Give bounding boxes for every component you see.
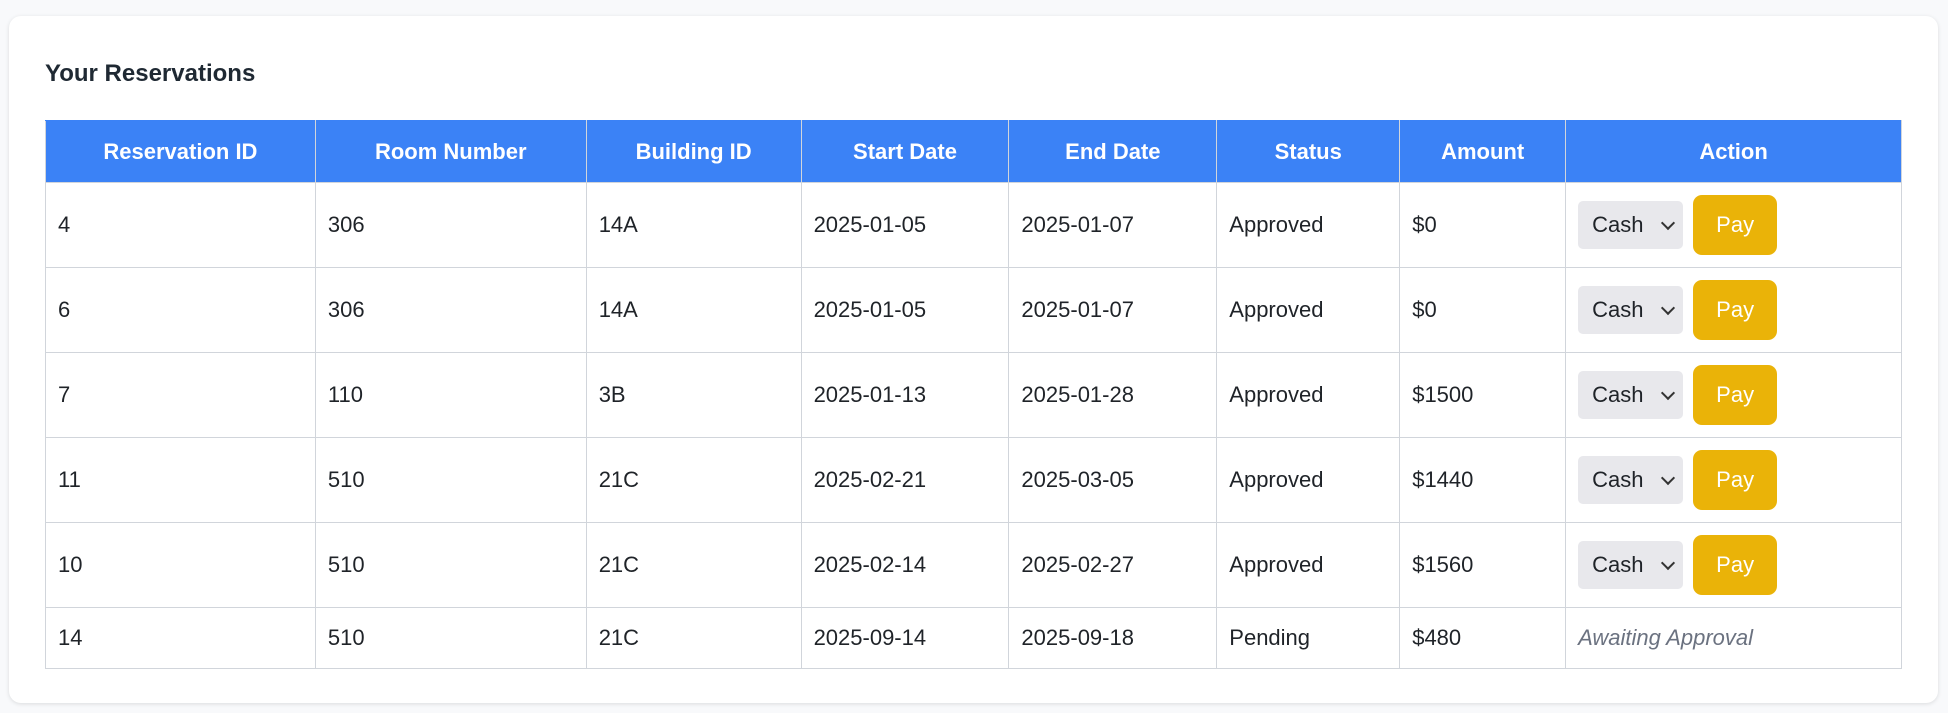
chevron-down-icon — [1661, 215, 1676, 230]
chevron-down-icon — [1661, 385, 1676, 400]
end-date-cell: 2025-01-07 — [1008, 267, 1218, 353]
action-cell: Cash Pay — [1565, 267, 1902, 353]
status-cell: Approved — [1216, 437, 1401, 523]
table-row: 10 510 21C 2025-02-14 2025-02-27 Approved $156… — [45, 522, 1902, 608]
status-cell: Approved — [1216, 352, 1401, 438]
amount-cell: $480 — [1399, 607, 1567, 669]
building-id-cell: 21C — [585, 522, 802, 608]
payment-method-select[interactable]: Cash — [1578, 201, 1684, 249]
status-cell: Approved — [1216, 182, 1401, 268]
payment-method-select[interactable]: Cash — [1578, 456, 1684, 504]
reservation-id-cell: 6 — [45, 267, 316, 353]
reservations-table: Reservation ID Room Number Building ID Star… — [45, 120, 1902, 669]
chevron-down-icon — [1661, 555, 1676, 570]
chevron-down-icon — [1661, 300, 1676, 315]
action-cell: Cash Pay — [1565, 522, 1902, 608]
chevron-down-icon — [1661, 470, 1676, 485]
room-number-cell: 306 — [314, 182, 587, 268]
pay-button[interactable]: Pay — [1693, 280, 1778, 340]
start-date-cell: 2025-01-05 — [800, 182, 1010, 268]
payment-method-value: Cash — [1592, 297, 1644, 322]
status-cell: Pending — [1216, 607, 1401, 669]
table-header-row: Reservation ID Room Number Building ID Star… — [45, 120, 1902, 183]
column-header: Amount — [1399, 120, 1567, 183]
room-number-cell: 510 — [314, 607, 587, 669]
end-date-cell: 2025-02-27 — [1008, 522, 1218, 608]
column-header: Room Number — [314, 120, 587, 183]
payment-method-select[interactable]: Cash — [1578, 286, 1684, 334]
amount-cell: $1560 — [1399, 522, 1567, 608]
building-id-cell: 14A — [585, 182, 802, 268]
start-date-cell: 2025-02-21 — [800, 437, 1010, 523]
room-number-cell: 306 — [314, 267, 587, 353]
column-header: End Date — [1008, 120, 1218, 183]
payment-method-select[interactable]: Cash — [1578, 371, 1684, 419]
start-date-cell: 2025-01-13 — [800, 352, 1010, 438]
table-row: 11 510 21C 2025-02-21 2025-03-05 Approved $144… — [45, 437, 1902, 523]
table-row: 14 510 21C 2025-09-14 2025-09-18 Pending $480 A… — [45, 607, 1902, 669]
reservation-id-cell: 14 — [45, 607, 316, 669]
end-date-cell: 2025-03-05 — [1008, 437, 1218, 523]
status-cell: Approved — [1216, 522, 1401, 608]
column-header: Building ID — [585, 120, 802, 183]
payment-method-value: Cash — [1592, 212, 1644, 237]
reservation-id-cell: 7 — [45, 352, 316, 438]
column-header: Status — [1216, 120, 1401, 183]
amount-cell: $1440 — [1399, 437, 1567, 523]
pay-button[interactable]: Pay — [1693, 535, 1778, 595]
reservation-id-cell: 4 — [45, 182, 316, 268]
end-date-cell: 2025-09-18 — [1008, 607, 1218, 669]
amount-cell: $0 — [1399, 182, 1567, 268]
column-header: Start Date — [800, 120, 1010, 183]
start-date-cell: 2025-09-14 — [800, 607, 1010, 669]
end-date-cell: 2025-01-28 — [1008, 352, 1218, 438]
action-cell: Cash Pay — [1565, 352, 1902, 438]
pay-button[interactable]: Pay — [1693, 450, 1778, 510]
room-number-cell: 110 — [314, 352, 587, 438]
payment-method-value: Cash — [1592, 467, 1644, 492]
building-id-cell: 21C — [585, 437, 802, 523]
action-cell: Cash Pay — [1565, 182, 1902, 268]
building-id-cell: 21C — [585, 607, 802, 669]
start-date-cell: 2025-01-05 — [800, 267, 1010, 353]
pay-button[interactable]: Pay — [1693, 365, 1778, 425]
column-header: Reservation ID — [45, 120, 316, 183]
building-id-cell: 3B — [585, 352, 802, 438]
reservation-id-cell: 10 — [45, 522, 316, 608]
payment-method-value: Cash — [1592, 552, 1644, 577]
building-id-cell: 14A — [585, 267, 802, 353]
reservation-id-cell: 11 — [45, 437, 316, 523]
page-title: Your Reservations — [45, 60, 256, 87]
start-date-cell: 2025-02-14 — [800, 522, 1010, 608]
awaiting-approval-text: Awaiting Approval — [1578, 625, 1754, 650]
action-cell: Awaiting Approval — [1565, 607, 1902, 669]
status-cell: Approved — [1216, 267, 1401, 353]
action-cell: Cash Pay — [1565, 437, 1902, 523]
reservations-card: Your Reservations Reservation ID Room Num… — [9, 16, 1938, 703]
table-row: 6 306 14A 2025-01-05 2025-01-07 Approved $0 Cas… — [45, 267, 1902, 353]
table-row: 4 306 14A 2025-01-05 2025-01-07 Approved $0 Cas… — [45, 182, 1902, 268]
payment-method-value: Cash — [1592, 382, 1644, 407]
end-date-cell: 2025-01-07 — [1008, 182, 1218, 268]
table-row: 7 110 3B 2025-01-13 2025-01-28 Approved $1500 C… — [45, 352, 1902, 438]
payment-method-select[interactable]: Cash — [1578, 541, 1684, 589]
column-header: Action — [1565, 120, 1902, 183]
room-number-cell: 510 — [314, 522, 587, 608]
pay-button[interactable]: Pay — [1693, 195, 1778, 255]
room-number-cell: 510 — [314, 437, 587, 523]
amount-cell: $1500 — [1399, 352, 1567, 438]
amount-cell: $0 — [1399, 267, 1567, 353]
